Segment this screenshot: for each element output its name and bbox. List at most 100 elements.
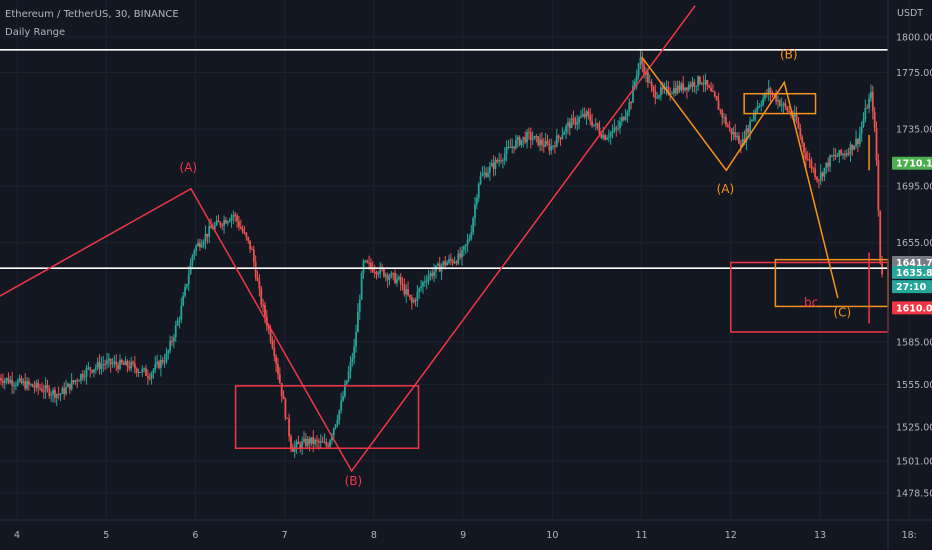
price-axis[interactable]: USDT 1800.00 1775.00 1735.00 1695.00 1655.00…	[887, 0, 932, 550]
candle-body	[637, 63, 640, 76]
candle-body	[583, 114, 586, 117]
time-tick-label: 11	[636, 530, 648, 541]
wave-label: (A)	[180, 161, 198, 175]
candle-body	[830, 155, 833, 157]
candle-body	[574, 118, 577, 125]
candlestick-series	[0, 49, 883, 458]
time-axis[interactable]: 4 5 6 7 8 9 10 11 12 13 18:	[0, 519, 932, 541]
candle-body	[165, 353, 168, 362]
candle-body	[488, 166, 491, 173]
candle-body	[591, 121, 594, 126]
candle-body	[93, 369, 95, 373]
candle-body	[877, 160, 880, 211]
candle-body	[384, 274, 387, 277]
candle-body	[535, 136, 538, 138]
candle-body	[754, 110, 757, 115]
candle-body	[849, 144, 852, 155]
candle-body	[816, 177, 818, 181]
candle-body	[425, 281, 428, 283]
zone-box	[743, 92, 817, 115]
candle-body	[464, 244, 467, 247]
candle-body	[628, 102, 631, 112]
candle-body	[710, 87, 712, 92]
candle-body	[371, 267, 374, 272]
candle-body	[221, 225, 224, 227]
wave-trendline	[640, 56, 839, 299]
candle-body	[466, 239, 469, 245]
candle-body	[619, 121, 621, 128]
candle-body	[200, 244, 203, 248]
chart-symbol-title[interactable]: Ethereum / TetherUS, 30, BINANCE	[5, 9, 179, 20]
candle-body	[319, 441, 322, 443]
candle-body	[801, 136, 804, 144]
candle-body	[83, 376, 86, 378]
candle-body	[879, 210, 882, 264]
candle-body	[827, 162, 830, 167]
price-tick-label: 1555.00	[896, 380, 932, 391]
candle-body	[457, 253, 460, 264]
candle-body	[202, 241, 205, 245]
candle-body	[875, 127, 878, 161]
candle-body	[864, 107, 867, 120]
candle-body	[483, 172, 486, 175]
candle-body	[842, 153, 844, 155]
price-tick-label: 1800.00	[896, 33, 932, 44]
candle-body	[470, 232, 473, 239]
candle-body	[522, 136, 525, 140]
candle-body	[873, 111, 876, 128]
candle-body	[769, 88, 772, 94]
candle-body	[844, 153, 846, 156]
candle-body	[204, 233, 207, 242]
candle-body	[271, 340, 274, 348]
candle-body	[360, 273, 363, 300]
candle-body	[687, 84, 690, 91]
candle-body	[459, 253, 462, 258]
candle-body	[107, 358, 110, 361]
candle-body	[1, 380, 4, 383]
candle-body	[477, 183, 480, 198]
candle-body	[115, 361, 118, 365]
candle-body	[55, 393, 58, 398]
candle-body	[120, 359, 123, 364]
candle-body	[494, 159, 497, 169]
candle-body	[797, 121, 800, 129]
candle-body	[715, 96, 718, 101]
candle-body	[568, 122, 571, 129]
candle-body	[808, 159, 811, 161]
candle-body	[172, 337, 175, 342]
candle-body	[394, 273, 396, 284]
candle-body	[784, 103, 787, 107]
candle-body	[269, 328, 272, 341]
candle-body	[152, 369, 155, 374]
candle-body	[128, 366, 131, 369]
candle-body	[399, 276, 402, 284]
time-tick-label: 7	[282, 530, 288, 541]
candle-body	[256, 277, 259, 281]
candle-body	[507, 146, 510, 148]
candle-body	[364, 260, 367, 262]
candle-body	[868, 98, 870, 109]
time-tick-label: 6	[192, 530, 198, 541]
candle-body	[738, 135, 740, 144]
candle-body	[851, 144, 854, 150]
candle-body	[630, 102, 633, 104]
candle-body	[258, 280, 261, 289]
candle-body	[600, 134, 603, 138]
candle-body	[684, 87, 686, 91]
candle-body	[143, 368, 146, 370]
candle-body	[777, 100, 779, 102]
wave-label: (B)	[780, 47, 798, 61]
indicator-legend[interactable]: Daily Range	[5, 27, 66, 38]
candle-body	[554, 145, 556, 147]
candle-body	[171, 340, 173, 342]
candle-body	[858, 133, 861, 145]
candle-body	[793, 113, 796, 118]
candle-body	[299, 443, 302, 449]
price-tag-label: 1610.08	[896, 303, 932, 314]
candle-body	[355, 332, 357, 347]
candle-body	[13, 385, 15, 387]
candle-body	[760, 104, 763, 106]
candle-body	[546, 140, 549, 144]
